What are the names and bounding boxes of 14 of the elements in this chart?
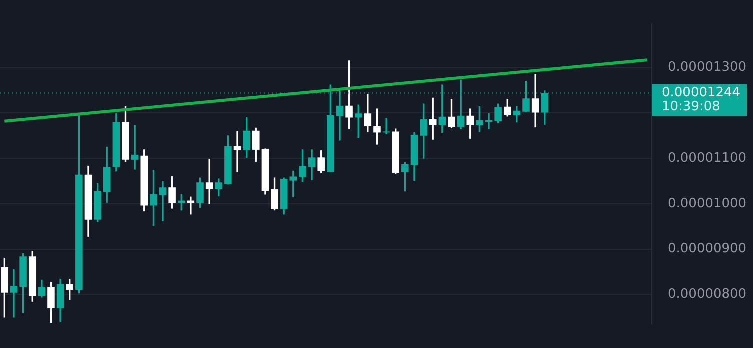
- candlestick: [131, 125, 139, 170]
- candlestick: [485, 113, 493, 130]
- candlestick: [10, 269, 18, 318]
- candlestick: [206, 159, 214, 204]
- text: 10:39:08: [662, 100, 720, 115]
- y-tick-label: 0.00001100: [668, 150, 747, 166]
- y-tick-label: 0.00000800: [668, 287, 747, 302]
- candlestick: [159, 181, 167, 222]
- y-tick-label: 0.00001000: [668, 196, 747, 212]
- ref-line-label: 0.00001244: [662, 86, 741, 101]
- candlestick: [382, 118, 390, 134]
- y-tick-label: 0.00001300: [668, 60, 747, 76]
- candlestick: [234, 131, 242, 173]
- y-tick-label: 0.00000900: [668, 242, 747, 257]
